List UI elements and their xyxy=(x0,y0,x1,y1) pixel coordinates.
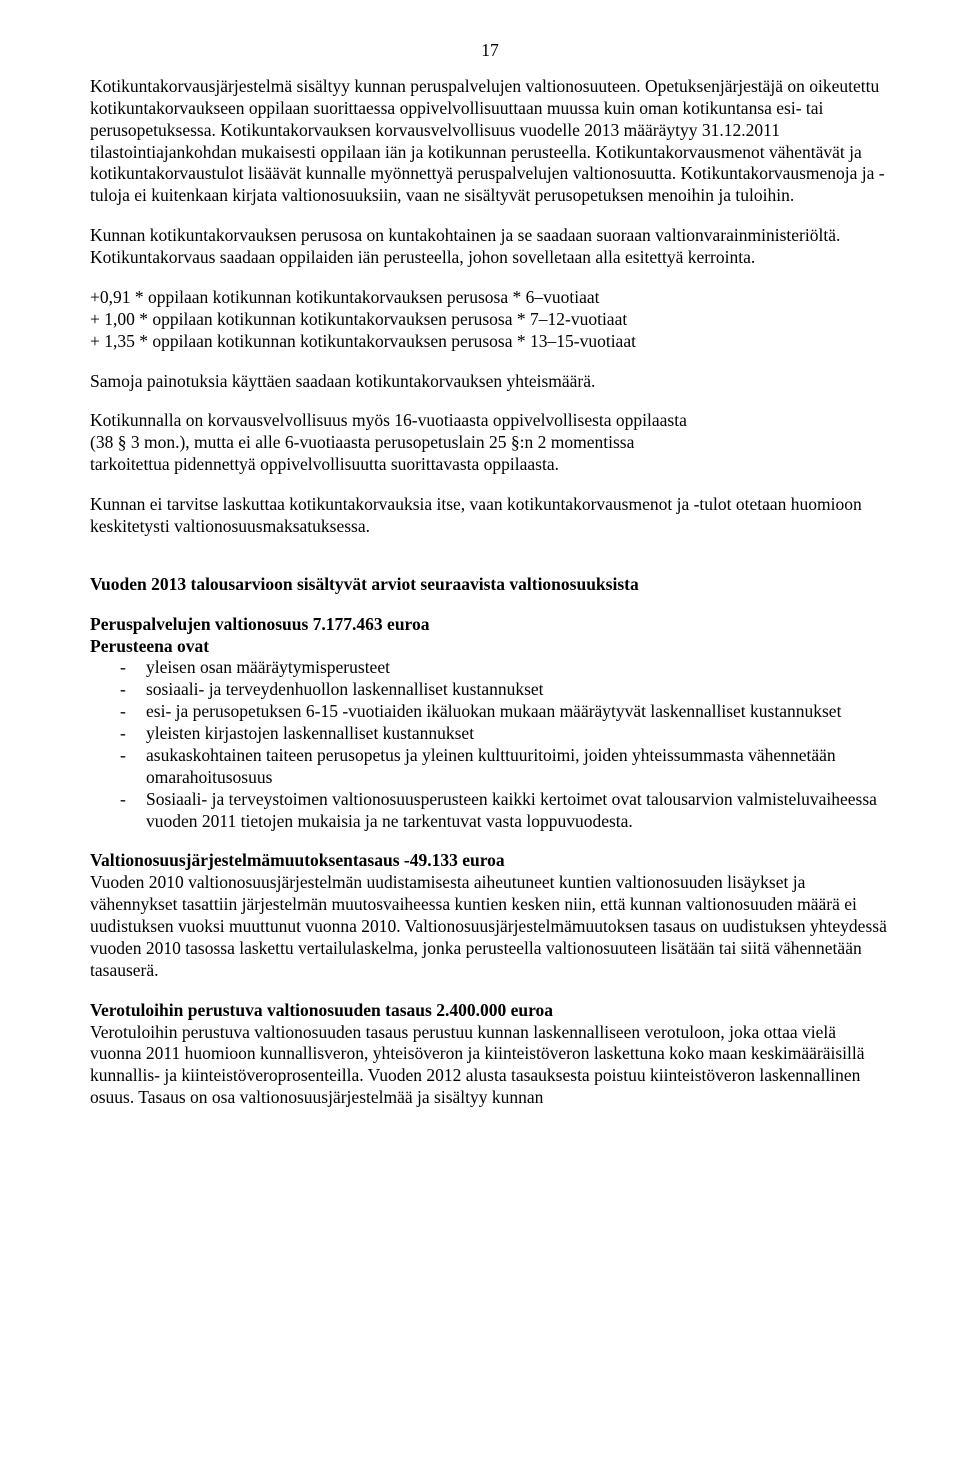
heading-arviot: Vuoden 2013 talousarvioon sisältyvät arv… xyxy=(90,574,890,596)
list-item: yleisten kirjastojen laskennalliset kust… xyxy=(120,723,890,745)
formula-line-3: + 1,35 * oppilaan kotikunnan kotikuntako… xyxy=(90,331,890,353)
list-item: Sosiaali- ja terveystoimen valtionosuusp… xyxy=(120,789,890,833)
paragraph-7: Vuoden 2010 valtionosuusjärjestelmän uud… xyxy=(90,872,890,981)
paragraph-4: Samoja painotuksia käyttäen saadaan koti… xyxy=(90,371,890,393)
document-page: 17 Kotikuntakorvausjärjestelmä sisältyy … xyxy=(0,0,960,1463)
heading-peruspalvelut: Peruspalvelujen valtionosuus 7.177.463 e… xyxy=(90,614,890,636)
list-item: esi- ja perusopetuksen 6-15 -vuotiaiden … xyxy=(120,701,890,723)
heading-perusteena: Perusteena ovat xyxy=(90,636,890,658)
list-item: asukaskohtainen taiteen perusopetus ja y… xyxy=(120,745,890,789)
heading-muutoksentasaus: Valtionosuusjärjestelmämuutoksentasaus -… xyxy=(90,850,890,872)
paragraph-2a: Kunnan kotikuntakorvauksen perusosa on k… xyxy=(90,225,890,247)
paragraph-6: Kunnan ei tarvitse laskuttaa kotikuntako… xyxy=(90,494,890,538)
paragraph-8: Verotuloihin perustuva valtionosuuden ta… xyxy=(90,1022,890,1110)
paragraph-5a: Kotikunnalla on korvausvelvollisuus myös… xyxy=(90,410,890,432)
basis-list: yleisen osan määräytymisperusteet sosiaa… xyxy=(90,657,890,832)
formula-line-1: +0,91 * oppilaan kotikunnan kotikuntakor… xyxy=(90,287,890,309)
list-item: sosiaali- ja terveydenhuollon laskennall… xyxy=(120,679,890,701)
paragraph-2b: Kotikuntakorvaus saadaan oppilaiden iän … xyxy=(90,247,890,269)
paragraph-intro: Kotikuntakorvausjärjestelmä sisältyy kun… xyxy=(90,76,890,207)
page-number: 17 xyxy=(90,40,890,62)
heading-verotulotasaus: Verotuloihin perustuva valtionosuuden ta… xyxy=(90,1000,890,1022)
formula-line-2: + 1,00 * oppilaan kotikunnan kotikuntako… xyxy=(90,309,890,331)
list-item: yleisen osan määräytymisperusteet xyxy=(120,657,890,679)
paragraph-5c: tarkoitettua pidennettyä oppivelvollisuu… xyxy=(90,454,890,476)
paragraph-5b: (38 § 3 mon.), mutta ei alle 6-vuotiaast… xyxy=(90,432,890,454)
